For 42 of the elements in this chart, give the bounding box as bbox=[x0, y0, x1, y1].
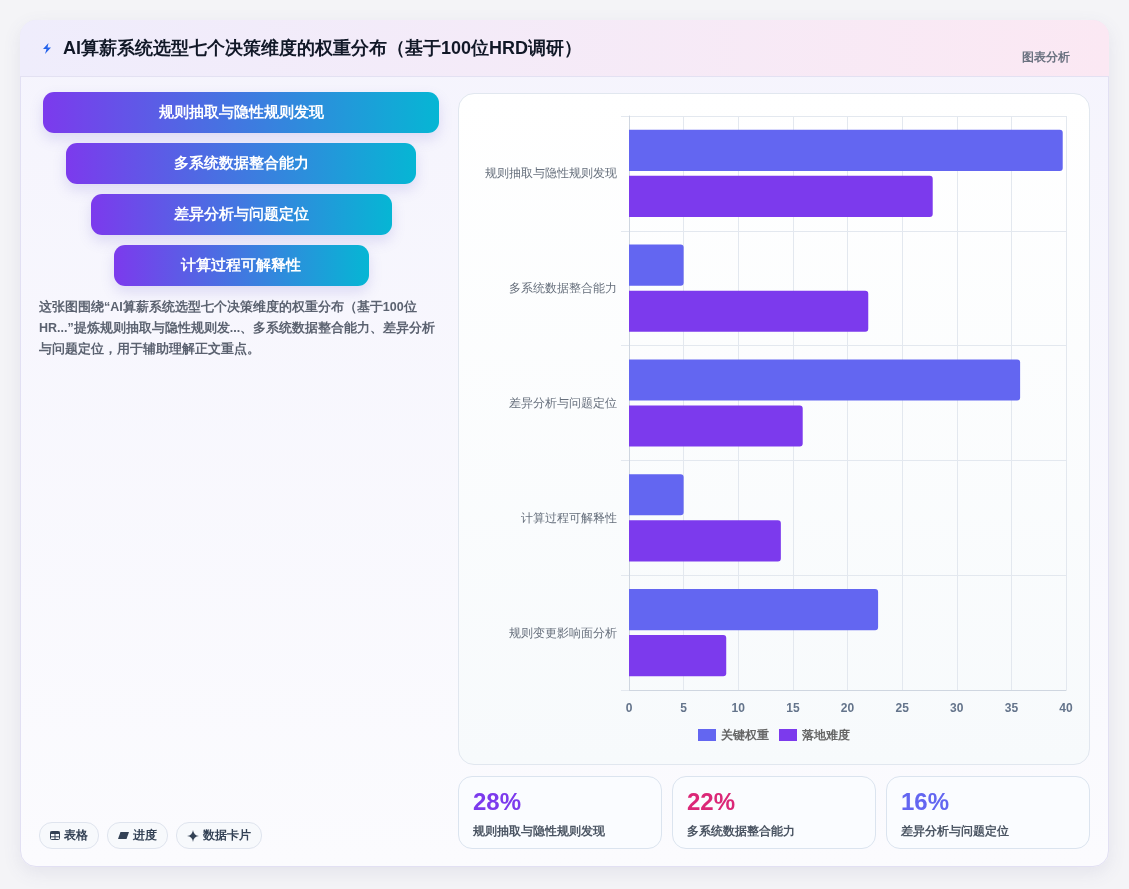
legend-label: 关键权重 bbox=[720, 728, 769, 742]
bar bbox=[629, 474, 684, 516]
text: 28% bbox=[473, 788, 522, 815]
category-label: 计算过程可解释性 bbox=[113, 245, 369, 286]
text: AI算薪系统选型七个决策维度的权重分布（基于100位HRD调研） bbox=[63, 37, 583, 60]
x-tick-label: 15 bbox=[786, 701, 800, 715]
category-label: 规则抽取与隐性规则发现 bbox=[43, 92, 439, 133]
category-label: 多系统数据整合能力 bbox=[687, 823, 795, 840]
bar bbox=[629, 175, 933, 218]
x-tick-label: 20 bbox=[840, 701, 855, 715]
bar bbox=[629, 635, 727, 677]
category-label: 差异分析与问题定位 bbox=[901, 823, 1009, 840]
y-tick-label: 差异分析与问题定位 bbox=[509, 396, 617, 410]
x-tick-label: 30 bbox=[950, 701, 964, 715]
x-tick-label: 35 bbox=[1004, 701, 1019, 715]
bar bbox=[629, 405, 803, 447]
bar bbox=[629, 244, 684, 286]
x-tick-label: 0 bbox=[625, 701, 633, 715]
bar bbox=[629, 520, 781, 562]
category-label: 规则抽取与隐性规则发现 bbox=[473, 823, 605, 840]
y-tick-label: 规则抽取与隐性规则发现 bbox=[485, 166, 617, 181]
x-tick-label: 5 bbox=[680, 701, 688, 715]
text: 图表分析 bbox=[1022, 49, 1070, 66]
bar bbox=[629, 290, 869, 332]
bar bbox=[629, 588, 879, 631]
y-tick-label: 规则变更影响面分析 bbox=[509, 625, 617, 640]
x-tick-label: 25 bbox=[895, 701, 910, 715]
tag-chip: 数据卡片 bbox=[176, 822, 262, 849]
text: 这张图围绕“AI算薪系统选型七个决策维度的权重分布（基于100位HR...”提炼规则抽取与隐性规则发...、多系统数据整合能力、差异分析与问题定位，用于辅助理解正文重点。 bbox=[39, 298, 437, 358]
tag-chip: 进度 bbox=[107, 822, 168, 849]
legend-label: 落地难度 bbox=[801, 728, 850, 742]
text: 16% bbox=[901, 788, 950, 815]
text: 22% bbox=[687, 788, 736, 815]
bar bbox=[629, 359, 1021, 401]
tag-chip: 表格 bbox=[39, 822, 99, 849]
y-tick-label: 多系统数据整合能力 bbox=[509, 281, 617, 296]
y-tick-label: 计算过程可解释性 bbox=[521, 510, 617, 525]
category-label: 多系统数据整合能力 bbox=[66, 143, 416, 184]
x-tick-label: 40 bbox=[1059, 701, 1073, 715]
bar bbox=[629, 129, 1063, 171]
category-label: 差异分析与问题定位 bbox=[90, 194, 392, 235]
x-tick-label: 10 bbox=[731, 701, 746, 715]
